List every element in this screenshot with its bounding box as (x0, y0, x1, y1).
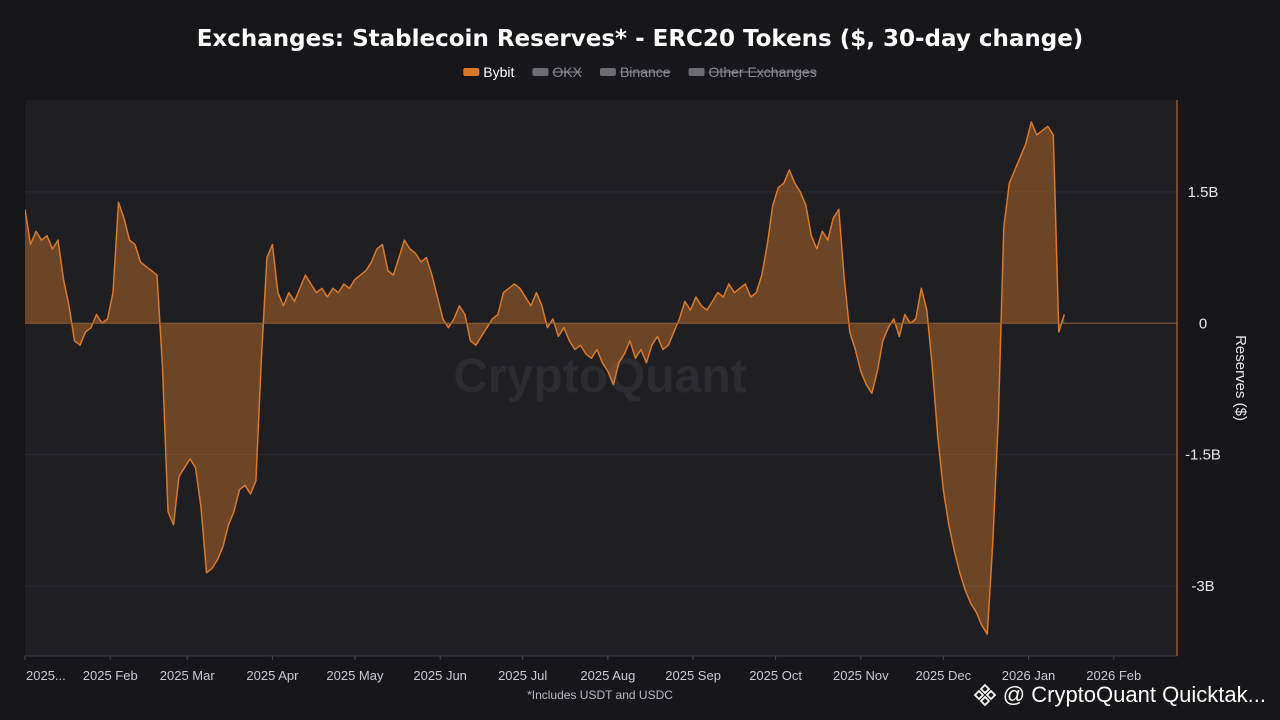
x-tick-label: 2025 Jul (498, 668, 547, 683)
x-tick-label: 2025 May (326, 668, 384, 683)
x-tick-label: 2025... (26, 668, 66, 683)
x-tick-label: 2025 Mar (160, 668, 216, 683)
x-tick-label: 2026 Feb (1086, 668, 1141, 683)
legend-item-okx[interactable]: OKX (532, 64, 583, 80)
y-axis-ticks: 1.5B 0 -1.5B -3B (1185, 184, 1221, 595)
legend[interactable]: Bybit OKX Binance Other Exchanges (463, 64, 817, 80)
y-tick-label: -1.5B (1185, 447, 1221, 464)
series-area-bybit (25, 121, 1065, 635)
legend-label: Bybit (483, 64, 514, 80)
legend-item-bybit[interactable]: Bybit (463, 64, 515, 80)
x-tick-label: 2025 Sep (665, 668, 721, 683)
chart-title: Exchanges: Stablecoin Reserves* - ERC20 … (197, 26, 1084, 52)
x-axis-ticks: 2025... 2025 Feb 2025 Mar 2025 Apr 2025 May 2… (24, 656, 1141, 683)
brand-tag-label: @ CryptoQuant Quicktak... (1002, 682, 1266, 707)
legend-swatch (688, 68, 705, 76)
y-axis-title: Reserves ($) (1232, 335, 1249, 421)
footnote: *Includes USDT and USDC (527, 688, 673, 702)
x-tick-label: 2025 Jun (413, 668, 467, 683)
x-tick-label: 2025 Oct (749, 668, 802, 683)
y-tick-label: 0 (1199, 315, 1207, 332)
legend-swatch (599, 68, 616, 76)
x-tick-label: 2025 Feb (83, 668, 138, 683)
y-tick-label: 1.5B (1188, 184, 1219, 201)
x-tick-label: 2025 Nov (833, 668, 889, 683)
x-tick-label: 2025 Dec (915, 668, 971, 683)
legend-item-other-exchanges[interactable]: Other Exchanges (688, 64, 817, 80)
legend-swatch (463, 68, 480, 76)
legend-swatch (532, 68, 549, 76)
x-tick-label: 2026 Jan (1002, 668, 1056, 683)
x-tick-label: 2025 Apr (246, 668, 299, 683)
legend-item-binance[interactable]: Binance (599, 64, 671, 80)
y-tick-label: -3B (1191, 578, 1214, 595)
x-tick-label: 2025 Aug (580, 668, 635, 683)
binance-diamond-icon (973, 683, 997, 707)
plot-area (25, 100, 1177, 656)
brand-tag[interactable]: @ CryptoQuant Quicktak... (968, 680, 1270, 710)
series-layer (25, 121, 1177, 635)
